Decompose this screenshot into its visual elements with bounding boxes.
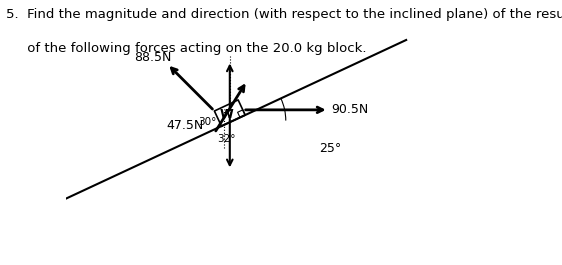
Text: 25°: 25°	[319, 142, 341, 154]
Text: 90.5N: 90.5N	[331, 103, 368, 116]
Text: 32°: 32°	[217, 134, 235, 144]
Text: of the following forces acting on the 20.0 kg block.: of the following forces acting on the 20…	[6, 42, 366, 55]
Text: 88.5N: 88.5N	[134, 51, 171, 64]
Text: 30°: 30°	[198, 117, 216, 127]
Text: W: W	[219, 108, 233, 121]
Text: 5.  Find the magnitude and direction (with respect to the inclined plane) of the: 5. Find the magnitude and direction (wit…	[6, 8, 562, 21]
Text: 47.5N: 47.5N	[166, 118, 204, 131]
